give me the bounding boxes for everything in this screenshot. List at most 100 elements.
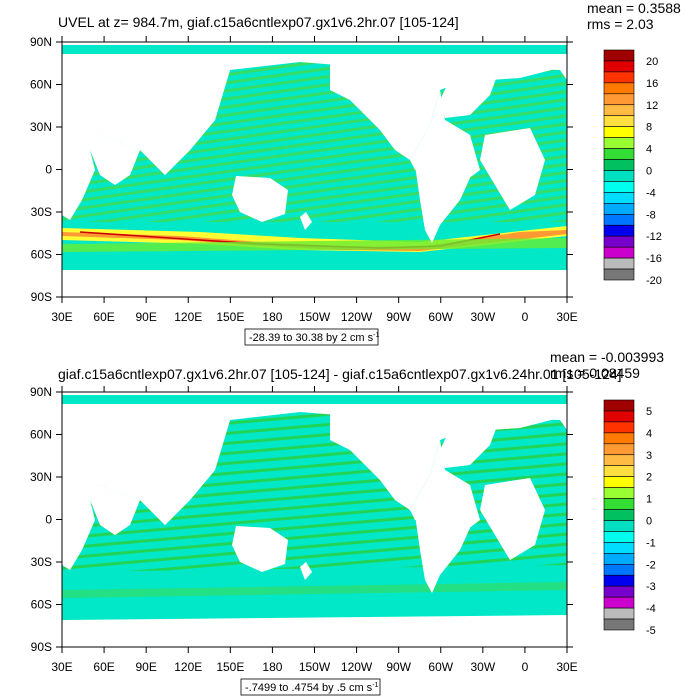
colorbar-label: -8 — [646, 209, 656, 221]
colorbar-swatch — [603, 257, 635, 270]
panel-1: UVEL at z= 984.7m, giaf.c15a6cntlexp07.g… — [30, 0, 681, 346]
x-tick-label: 30W — [470, 660, 495, 674]
panel-2: giaf.c15a6cntlexp07.gx1v6.2hr.07 [105-12… — [30, 349, 664, 696]
x-tick-label: 30E — [51, 660, 72, 674]
x-tick-label: 150E — [216, 660, 244, 674]
panel-1-contour-info-box — [244, 328, 379, 346]
colorbar-swatch — [603, 443, 635, 456]
x-tick-label: 120E — [174, 660, 202, 674]
colorbar-swatch — [603, 71, 635, 84]
x-tick-label: 90W — [386, 310, 411, 324]
x-tick-label: 0 — [522, 660, 529, 674]
x-tick-label: 120W — [341, 310, 373, 324]
y-tick-label: 30S — [31, 555, 52, 569]
y-tick-label: 60S — [31, 248, 52, 262]
panel-1-axes: 30E 60E 90E 120E 150E 180 150W 120W 90W 60W 30W 0 30… — [30, 35, 578, 324]
panel-1-rms: rms = 2.03 — [587, 16, 654, 32]
x-tick-label: 90E — [135, 310, 156, 324]
colorbar-swatch — [603, 465, 635, 477]
colorbar-swatch — [603, 585, 635, 598]
panel-2-colorbar: 5 4 3 2 1 0 -1 -2 -3 -4 -5 — [603, 399, 656, 637]
y-tick-label: 60N — [30, 428, 52, 442]
colorbar-swatch — [603, 607, 635, 620]
arctic-ocean-region — [62, 45, 567, 54]
y-tick-label: 30N — [30, 470, 52, 484]
panel-2-title: giaf.c15a6cntlexp07.gx1v6.2hr.07 [105-12… — [58, 366, 622, 382]
colorbar-label: -5 — [646, 625, 656, 637]
x-tick-label: 120W — [341, 660, 373, 674]
x-tick-label: 30E — [51, 310, 72, 324]
colorbar-swatch — [603, 563, 635, 576]
colorbar-label: -1 — [646, 537, 656, 549]
colorbar-label: -20 — [646, 275, 662, 287]
colorbar-label: -2 — [646, 559, 656, 571]
x-tick-label: 60E — [93, 310, 114, 324]
x-tick-label: 90E — [135, 660, 156, 674]
colorbar-swatch — [603, 531, 635, 543]
colorbar-swatch — [603, 542, 635, 554]
x-tick-label: 150E — [216, 310, 244, 324]
land-masses-2 — [62, 406, 567, 647]
colorbar-label: -3 — [646, 581, 656, 593]
y-tick-label: 0 — [45, 163, 52, 177]
x-tick-label: 150W — [299, 660, 331, 674]
colorbar-label: 20 — [646, 56, 658, 68]
y-tick-label: 90N — [30, 35, 52, 49]
colorbar-swatch — [603, 181, 635, 193]
colorbar-swatch — [603, 213, 635, 226]
arctic-ocean-region-2 — [62, 395, 567, 404]
colorbar-label: 4 — [646, 428, 652, 440]
x-tick-label: 60W — [428, 660, 453, 674]
colorbar-swatch — [603, 246, 635, 259]
panel-1-colorbar: 20 16 12 8 4 0 -4 -8 -12 -16 -20 — [603, 49, 662, 287]
colorbar-swatch — [603, 203, 635, 215]
colorbar-label: 5 — [646, 406, 652, 418]
x-tick-label: 30E — [556, 660, 577, 674]
colorbar-swatch — [603, 487, 635, 499]
panel-2-rms: rms = 0.08459 — [550, 365, 640, 381]
colorbar-swatch — [603, 49, 635, 62]
colorbar-swatch — [603, 553, 635, 565]
y-tick-label: 90S — [31, 290, 52, 304]
colorbar-label: -12 — [646, 231, 662, 243]
colorbar-label: 0 — [646, 165, 652, 177]
colorbar-label: -16 — [646, 253, 662, 265]
colorbar-swatch — [603, 224, 635, 237]
colorbar-swatch — [603, 60, 635, 73]
colorbar-swatch — [603, 421, 635, 434]
x-tick-label: 30W — [470, 310, 495, 324]
colorbar-swatch — [603, 596, 635, 609]
panel-1-map — [62, 42, 567, 297]
colorbar-label: 2 — [646, 472, 652, 484]
colorbar-swatch — [603, 399, 635, 412]
colorbar-swatch — [603, 115, 635, 127]
x-tick-label: 30E — [556, 310, 577, 324]
acc-band-green — [62, 238, 567, 252]
colorbar-label: 4 — [646, 144, 652, 156]
y-tick-label: 30S — [31, 205, 52, 219]
colorbar-swatch — [603, 432, 635, 445]
colorbar-swatch — [603, 476, 635, 488]
colorbar-swatch — [603, 148, 635, 160]
y-tick-label: 90N — [30, 385, 52, 399]
colorbar-swatch — [603, 410, 635, 423]
colorbar-swatch — [603, 126, 635, 138]
y-tick-label: 0 — [45, 513, 52, 527]
x-tick-label: 180 — [262, 660, 282, 674]
colorbar-label: 0 — [646, 515, 652, 527]
colorbar-swatch — [603, 454, 635, 467]
colorbar-label: 1 — [646, 494, 652, 506]
y-tick-label: 60N — [30, 78, 52, 92]
colorbar-label: 8 — [646, 122, 652, 134]
colorbar-swatch — [603, 104, 635, 117]
x-tick-label: 60W — [428, 310, 453, 324]
panel-2-mean: mean = -0.003993 — [550, 349, 664, 365]
panel-1-title: UVEL at z= 984.7m, giaf.c15a6cntlexp07.g… — [58, 14, 459, 30]
y-tick-label: 30N — [30, 120, 52, 134]
colorbar-label: 16 — [646, 78, 658, 90]
pacific-indian-ocean-region — [62, 62, 440, 242]
panel-1-contour-info: -28.39 to 30.38 by 2 cm s-1 — [249, 332, 379, 344]
y-tick-label: 90S — [31, 640, 52, 654]
panel-2-contour-info: -.7499 to .4754 by .5 cm s-1 — [245, 682, 379, 694]
colorbar-label: -4 — [646, 603, 656, 615]
